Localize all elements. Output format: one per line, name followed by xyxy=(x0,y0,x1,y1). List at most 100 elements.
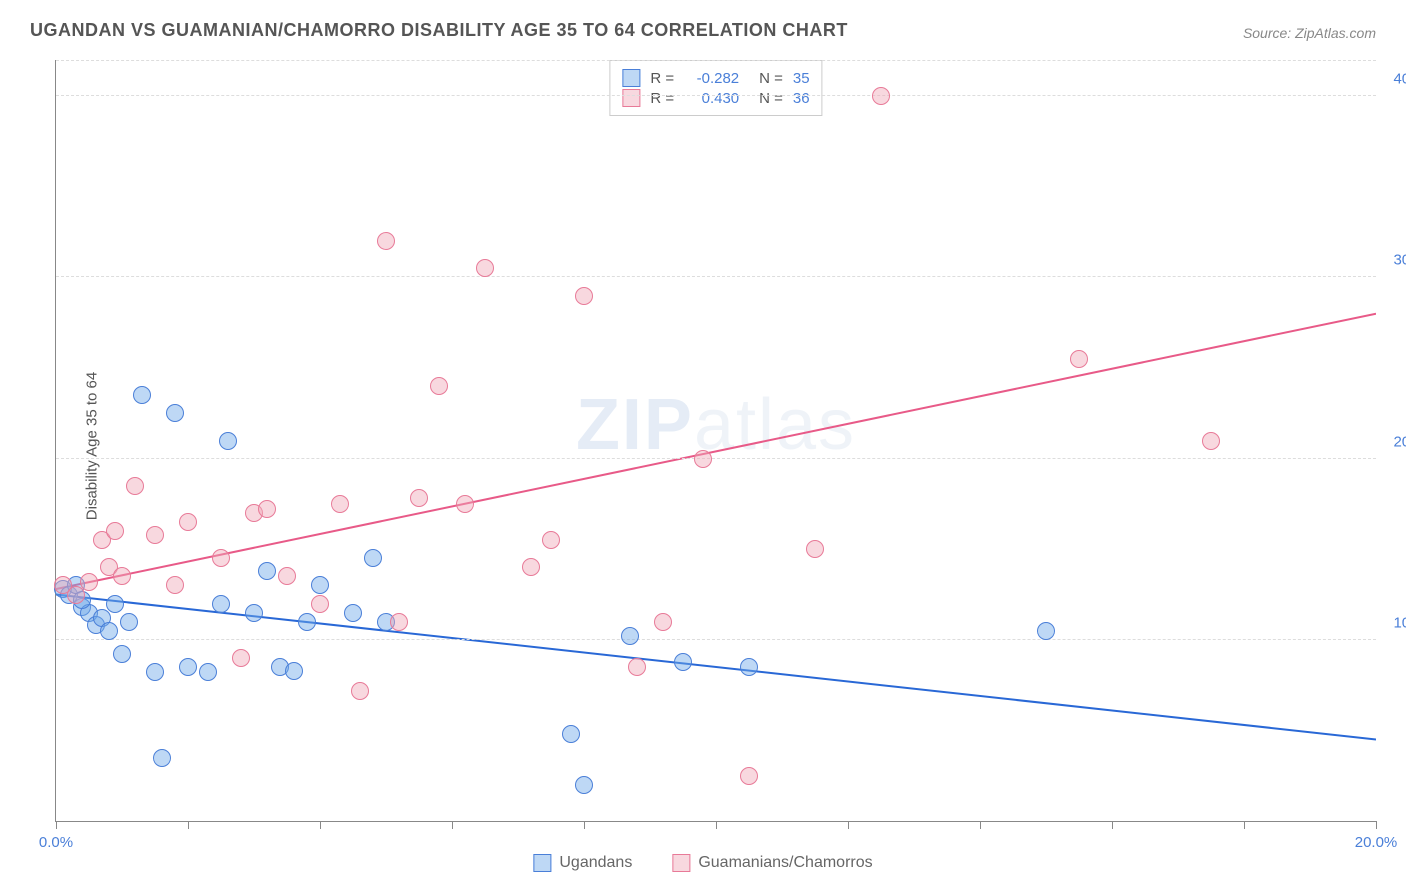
legend-label: Guamanians/Chamorros xyxy=(698,854,872,872)
scatter-point xyxy=(456,495,474,513)
scatter-point xyxy=(674,653,692,671)
scatter-point xyxy=(331,495,349,513)
n-value: 36 xyxy=(793,90,810,107)
x-tick xyxy=(56,821,57,829)
trend-line xyxy=(56,314,1376,589)
gridline xyxy=(56,60,1376,61)
x-tick xyxy=(452,821,453,829)
gridline xyxy=(56,639,1376,640)
gridline xyxy=(56,458,1376,459)
scatter-point xyxy=(166,576,184,594)
scatter-point xyxy=(377,232,395,250)
scatter-point xyxy=(212,549,230,567)
gridline xyxy=(56,276,1376,277)
trend-lines-layer xyxy=(56,60,1376,821)
scatter-point xyxy=(146,526,164,544)
r-value: -0.282 xyxy=(684,70,739,87)
x-tick xyxy=(1376,821,1377,829)
scatter-point xyxy=(153,749,171,767)
scatter-point xyxy=(126,477,144,495)
r-label: R = xyxy=(650,70,674,87)
legend-item: Guamanians/Chamorros xyxy=(672,854,872,872)
watermark: ZIPatlas xyxy=(576,384,856,466)
series-swatch xyxy=(622,89,640,107)
scatter-point xyxy=(100,622,118,640)
scatter-point xyxy=(311,595,329,613)
scatter-point xyxy=(106,595,124,613)
n-value: 35 xyxy=(793,70,810,87)
scatter-point xyxy=(311,576,329,594)
y-tick-label: 40.0% xyxy=(1393,71,1406,88)
legend-swatch xyxy=(533,854,551,872)
x-tick xyxy=(320,821,321,829)
scatter-point xyxy=(351,682,369,700)
x-tick-label: 20.0% xyxy=(1355,834,1398,851)
source-attribution: Source: ZipAtlas.com xyxy=(1243,25,1376,41)
x-tick xyxy=(716,821,717,829)
scatter-point xyxy=(212,595,230,613)
scatter-point xyxy=(298,613,316,631)
scatter-point xyxy=(872,87,890,105)
scatter-point xyxy=(219,432,237,450)
scatter-point xyxy=(258,562,276,580)
legend-label: Ugandans xyxy=(559,854,632,872)
correlation-stats-box: R = -0.282 N = 35 R = 0.430 N = 36 xyxy=(609,60,822,116)
n-label: N = xyxy=(759,70,783,87)
scatter-point xyxy=(344,604,362,622)
x-tick xyxy=(584,821,585,829)
scatter-point xyxy=(522,558,540,576)
scatter-point xyxy=(232,649,250,667)
scatter-point xyxy=(542,531,560,549)
x-tick xyxy=(1112,821,1113,829)
chart-plot-area: ZIPatlas R =-0.282N =35R =0.430N =36 10.… xyxy=(55,60,1376,822)
y-tick-label: 30.0% xyxy=(1393,252,1406,269)
scatter-point xyxy=(1037,622,1055,640)
scatter-point xyxy=(1202,432,1220,450)
x-tick xyxy=(980,821,981,829)
scatter-point xyxy=(146,663,164,681)
scatter-point xyxy=(106,522,124,540)
legend-item: Ugandans xyxy=(533,854,632,872)
scatter-point xyxy=(80,573,98,591)
n-label: N = xyxy=(759,90,783,107)
scatter-point xyxy=(476,259,494,277)
bottom-legend: Ugandans Guamanians/Chamorros xyxy=(533,854,872,872)
scatter-point xyxy=(430,377,448,395)
scatter-point xyxy=(575,287,593,305)
x-tick xyxy=(848,821,849,829)
scatter-point xyxy=(113,567,131,585)
gridline xyxy=(56,95,1376,96)
scatter-point xyxy=(245,604,263,622)
legend-swatch xyxy=(672,854,690,872)
scatter-point xyxy=(278,567,296,585)
x-tick xyxy=(188,821,189,829)
scatter-point xyxy=(621,627,639,645)
scatter-point xyxy=(410,489,428,507)
x-tick-label: 0.0% xyxy=(39,834,73,851)
scatter-point xyxy=(628,658,646,676)
scatter-point xyxy=(364,549,382,567)
x-tick xyxy=(1244,821,1245,829)
scatter-point xyxy=(1070,350,1088,368)
scatter-point xyxy=(120,613,138,631)
scatter-point xyxy=(654,613,672,631)
scatter-point xyxy=(740,658,758,676)
scatter-point xyxy=(740,767,758,785)
scatter-point xyxy=(575,776,593,794)
chart-title: UGANDAN VS GUAMANIAN/CHAMORRO DISABILITY… xyxy=(30,20,1376,41)
scatter-point xyxy=(390,613,408,631)
scatter-point xyxy=(258,500,276,518)
scatter-point xyxy=(113,645,131,663)
scatter-point xyxy=(199,663,217,681)
r-label: R = xyxy=(650,90,674,107)
scatter-point xyxy=(166,404,184,422)
stats-row: R = -0.282 N = 35 xyxy=(622,69,809,87)
stats-row: R = 0.430 N = 36 xyxy=(622,89,809,107)
scatter-point xyxy=(179,658,197,676)
scatter-point xyxy=(562,725,580,743)
scatter-point xyxy=(133,386,151,404)
r-value: 0.430 xyxy=(684,90,739,107)
series-swatch xyxy=(622,69,640,87)
y-tick-label: 10.0% xyxy=(1393,614,1406,631)
scatter-point xyxy=(694,450,712,468)
